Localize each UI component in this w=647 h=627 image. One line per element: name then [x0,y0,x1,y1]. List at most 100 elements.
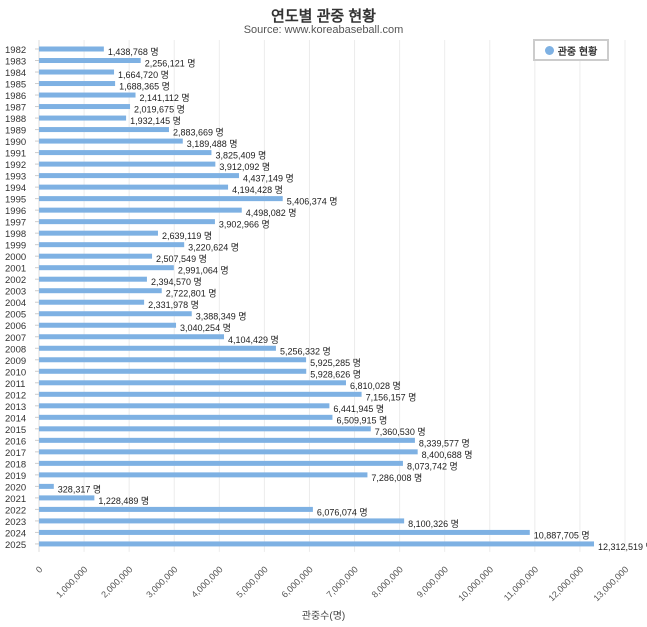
data-label: 1,932,145 명 [130,116,181,126]
bar [39,161,216,167]
y-tick-label: 1989 [5,126,26,137]
y-tick-label: 2018 [5,459,26,470]
data-label: 2,507,549 명 [156,254,207,264]
x-tick-label: 13,000,000 [591,564,630,603]
bar [39,46,104,52]
data-label: 8,339,577 명 [419,438,470,448]
data-label: 3,040,254 명 [180,323,231,333]
y-tick-label: 2025 [5,540,26,551]
bar [39,92,136,98]
data-label: 3,388,349 명 [196,312,247,322]
bar [39,184,229,190]
y-tick-label: 1984 [5,68,26,79]
y-tick-label: 1985 [5,80,26,91]
data-label: 4,104,429 명 [228,335,279,345]
x-tick-label: 8,000,000 [370,564,405,599]
bar [39,322,177,328]
data-label: 5,406,374 명 [287,197,338,207]
bar [39,345,276,351]
data-label: 4,498,082 명 [246,208,297,218]
data-label: 5,928,626 명 [310,369,361,379]
legend[interactable]: 관중 현황 [533,39,609,61]
bar [39,426,371,432]
x-tick-label: 1,000,000 [54,564,89,599]
data-label: 1,664,720 명 [118,70,169,80]
bar [39,230,158,236]
bar [39,138,183,144]
data-label: 328,317 명 [58,484,101,494]
bar [39,449,418,455]
y-tick-label: 1998 [5,229,26,240]
y-tick-label: 1991 [5,149,26,160]
data-label: 3,912,092 명 [219,162,270,172]
y-tick-label: 1986 [5,91,26,102]
bar [39,242,185,248]
x-tick-label: 3,000,000 [144,564,179,599]
y-tick-label: 2023 [5,517,26,528]
data-label: 2,722,801 명 [166,289,217,299]
y-tick-label: 1992 [5,160,26,171]
y-tick-label: 1988 [5,114,26,125]
y-tick-label: 2021 [5,494,26,505]
bar [39,380,346,386]
bar [39,391,362,397]
y-tick-label: 2001 [5,264,26,275]
y-tick-label: 2004 [5,298,26,309]
data-label: 5,925,285 명 [310,358,361,368]
y-tick-label: 1993 [5,172,26,183]
data-label: 6,441,945 명 [333,404,384,414]
x-tick-label: 11,000,000 [502,564,540,602]
bar [39,299,145,305]
y-tick-label: 1987 [5,103,26,114]
bar [39,437,415,443]
chart-subtitle: Source: www.koreabaseball.com [243,24,404,36]
x-tick-label: 7,000,000 [325,564,360,599]
bar [39,115,127,121]
data-label: 10,887,705 명 [534,530,590,540]
data-label: 7,360,530 명 [375,427,426,437]
data-label: 2,019,675 명 [134,105,185,115]
bar [39,483,54,489]
data-label: 2,141,112 명 [140,93,190,103]
y-tick-label: 1994 [5,183,26,194]
chart-title: 연도별 관중 현황 [271,8,376,25]
data-label: 1,228,489 명 [98,496,149,506]
x-tick-label: 5,000,000 [234,564,269,599]
bar [39,460,403,466]
y-tick-label: 2008 [5,344,26,355]
bar [39,368,307,374]
bar [39,414,333,420]
x-tick-label: 12,000,000 [546,564,585,603]
data-label: 4,437,149 명 [243,174,294,184]
bar [39,58,141,64]
data-label: 1,438,768 명 [108,47,159,57]
y-tick-label: 2011 [5,379,25,390]
bar [39,541,595,547]
data-label: 6,509,915 명 [336,415,387,425]
y-tick-label: 2014 [5,413,26,424]
data-label: 2,991,064 명 [178,266,229,276]
bar [39,219,215,225]
y-tick-label: 1982 [5,45,26,56]
y-tick-label: 1999 [5,241,26,252]
data-label: 2,883,669 명 [173,128,224,138]
bar [39,506,313,512]
bar [39,265,174,271]
bar [39,334,225,340]
y-tick-label: 2005 [5,310,26,321]
data-label: 8,073,742 명 [407,461,458,471]
bar [39,495,95,501]
data-label: 3,902,966 명 [219,220,270,230]
bar [39,196,283,202]
y-tick-label: 2017 [5,448,26,459]
y-tick-label: 2020 [5,482,26,493]
data-label: 8,100,326 명 [408,519,459,529]
y-tick-label: 2024 [5,528,26,539]
y-tick-label: 2003 [5,287,26,298]
data-label: 8,400,688 명 [422,450,473,460]
data-label: 12,312,519 명 [598,542,647,552]
bar [39,403,330,409]
data-label: 4,194,428 명 [232,185,283,195]
y-tick-label: 2012 [5,390,26,401]
